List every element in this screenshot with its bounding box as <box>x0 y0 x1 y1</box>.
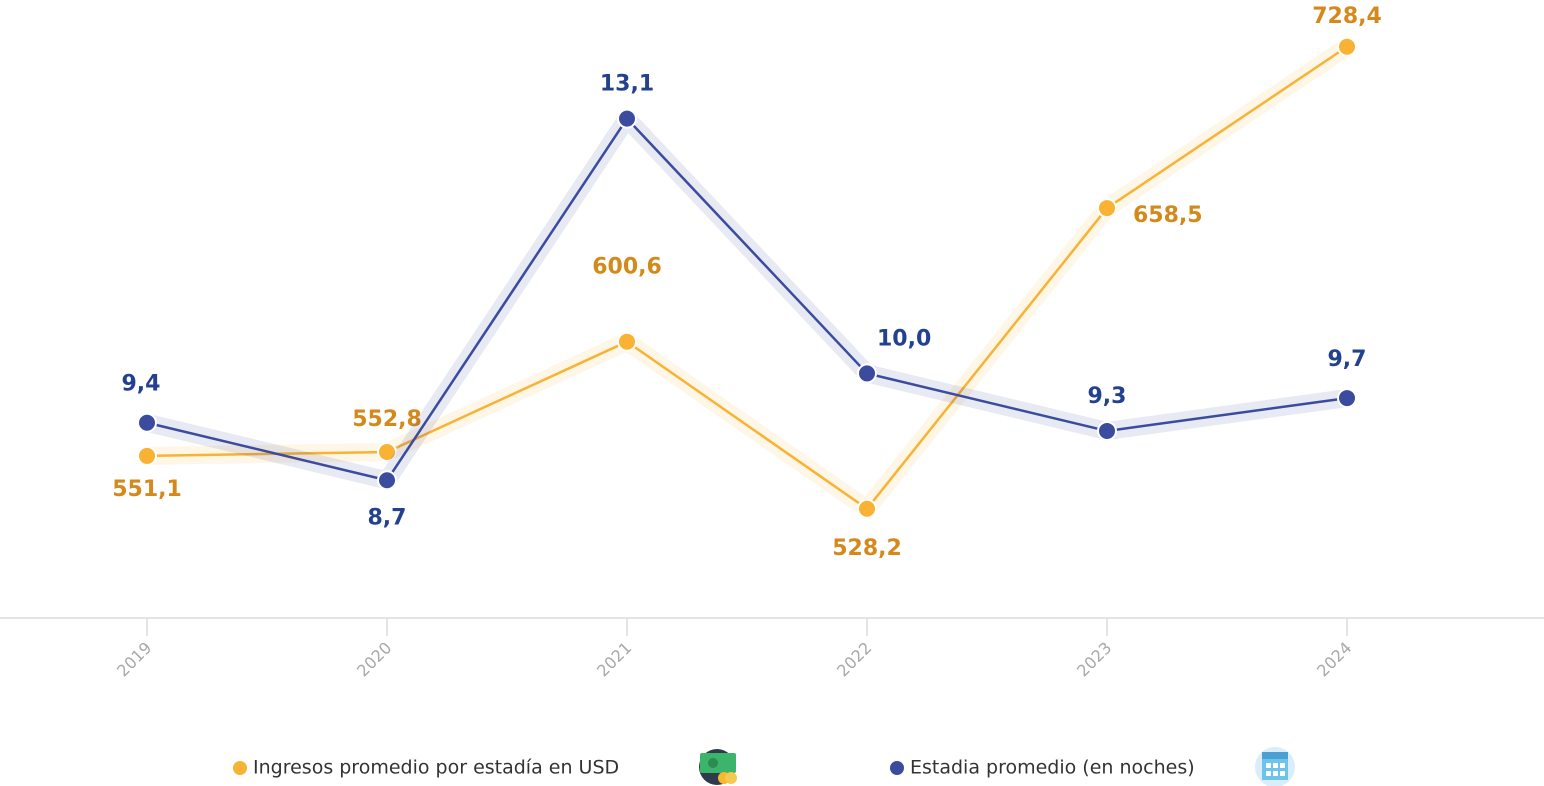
line-halo <box>138 37 1356 518</box>
x-tick-label: 2024 <box>1313 638 1355 680</box>
line <box>146 117 1348 482</box>
value-label: 8,7 <box>368 505 407 530</box>
value-label: 9,4 <box>122 372 161 397</box>
legend-marker <box>233 761 247 775</box>
value-label: 728,4 <box>1312 4 1382 29</box>
point <box>137 412 157 433</box>
point <box>377 470 397 491</box>
point <box>857 363 877 384</box>
point <box>1097 420 1117 441</box>
value-label: 600,6 <box>592 255 662 280</box>
value-label: 9,7 <box>1328 347 1367 372</box>
x-tick-label: 2021 <box>593 638 635 680</box>
point <box>1337 388 1357 409</box>
legend-label: Ingresos promedio por estadía en USD <box>253 757 619 779</box>
point <box>377 442 397 462</box>
legend-label: Estadia promedio (en noches) <box>910 757 1195 779</box>
hotel-icon <box>1255 747 1295 786</box>
value-label: 9,3 <box>1088 384 1127 409</box>
point <box>1097 198 1117 219</box>
legend-marker <box>890 761 904 775</box>
point <box>617 331 637 352</box>
x-tick-label: 2019 <box>113 638 155 680</box>
point <box>617 108 637 129</box>
value-label: 552,8 <box>352 407 422 432</box>
point <box>137 445 157 466</box>
x-tick-label: 2020 <box>353 638 395 680</box>
x-tick-label: 2023 <box>1073 638 1115 680</box>
value-label: 13,1 <box>600 72 654 97</box>
line <box>146 45 1348 511</box>
x-tick-label: 2022 <box>833 638 875 680</box>
value-label: 10,0 <box>877 326 931 351</box>
value-label: 658,5 <box>1133 203 1203 228</box>
value-label: 528,2 <box>832 536 902 561</box>
point <box>1337 36 1357 57</box>
money-icon <box>699 749 737 785</box>
value-label: 551,1 <box>112 477 182 502</box>
point <box>857 498 877 519</box>
